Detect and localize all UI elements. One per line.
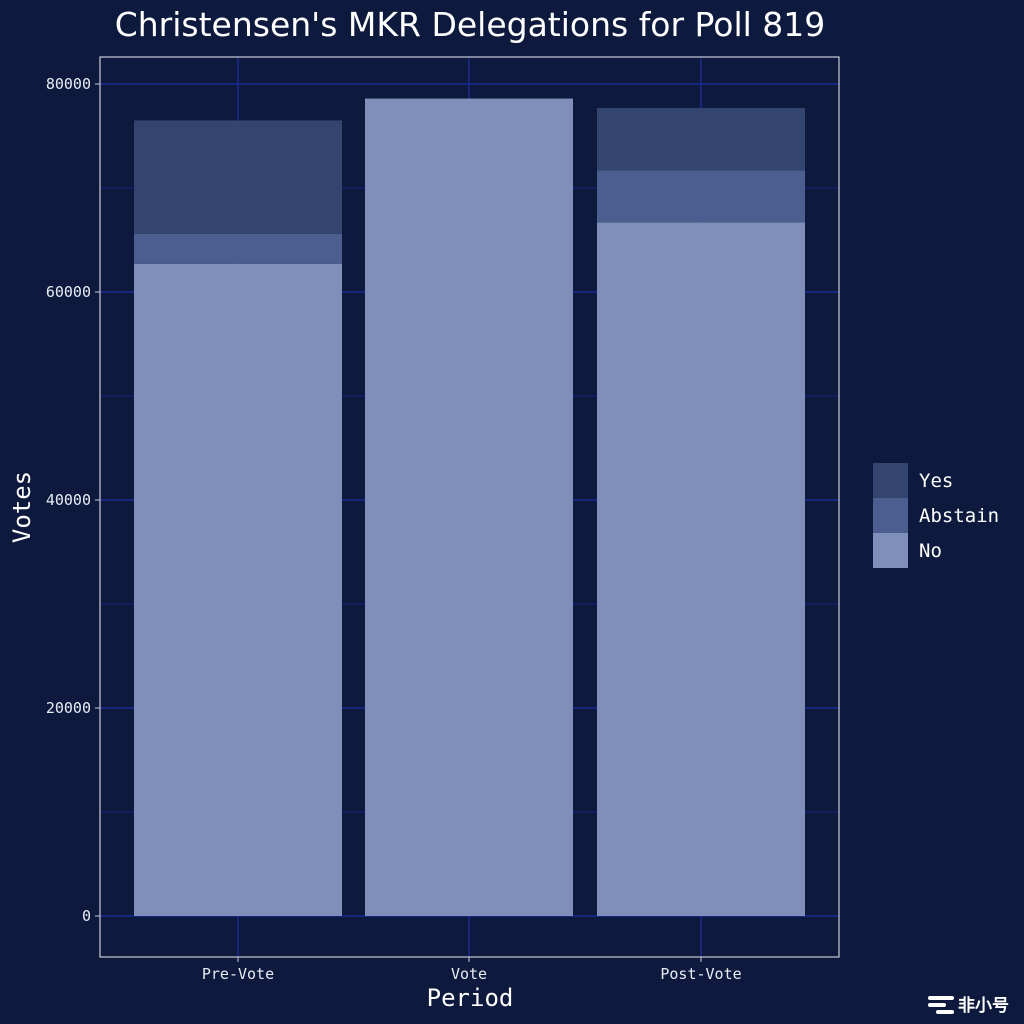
- watermark-logo-icon: [928, 996, 954, 1014]
- legend: Yes Abstain No: [873, 463, 999, 568]
- bar-abstain-pre-vote: [134, 233, 342, 264]
- x-axis-title: Period: [427, 984, 514, 1012]
- x-tick-label: Vote: [451, 965, 487, 983]
- bar-abstain-post-vote: [597, 170, 805, 223]
- legend-label-yes: Yes: [919, 470, 953, 492]
- chart-title: Christensen's MKR Delegations for Poll 8…: [115, 5, 826, 44]
- x-tick-label: Pre-Vote: [202, 965, 274, 983]
- watermark: 非小号: [928, 995, 1009, 1016]
- bar-no-pre-vote: [134, 263, 342, 916]
- legend-swatch-yes: [873, 463, 908, 498]
- bar-yes-post-vote: [597, 107, 805, 171]
- y-tick-label: 20000: [46, 699, 91, 717]
- legend-label-abstain: Abstain: [919, 505, 999, 527]
- x-axis-ticks: Pre-Vote Vote Post-Vote: [202, 957, 742, 983]
- y-tick-label: 60000: [46, 283, 91, 301]
- y-axis-title: Votes: [8, 471, 36, 543]
- y-tick-label: 40000: [46, 491, 91, 509]
- bar-no-vote: [365, 98, 573, 916]
- bar-yes-pre-vote: [134, 120, 342, 234]
- watermark-text: 非小号: [958, 995, 1009, 1016]
- y-tick-label: 80000: [46, 75, 91, 93]
- legend-swatch-abstain: [873, 498, 908, 533]
- x-tick-label: Post-Vote: [660, 965, 741, 983]
- y-axis-ticks: 0 20000 40000 60000 80000: [46, 75, 100, 925]
- bar-no-post-vote: [597, 222, 805, 916]
- bars-layer: [134, 98, 805, 916]
- legend-label-no: No: [919, 540, 942, 562]
- legend-swatch-no: [873, 533, 908, 568]
- y-tick-label: 0: [82, 907, 91, 925]
